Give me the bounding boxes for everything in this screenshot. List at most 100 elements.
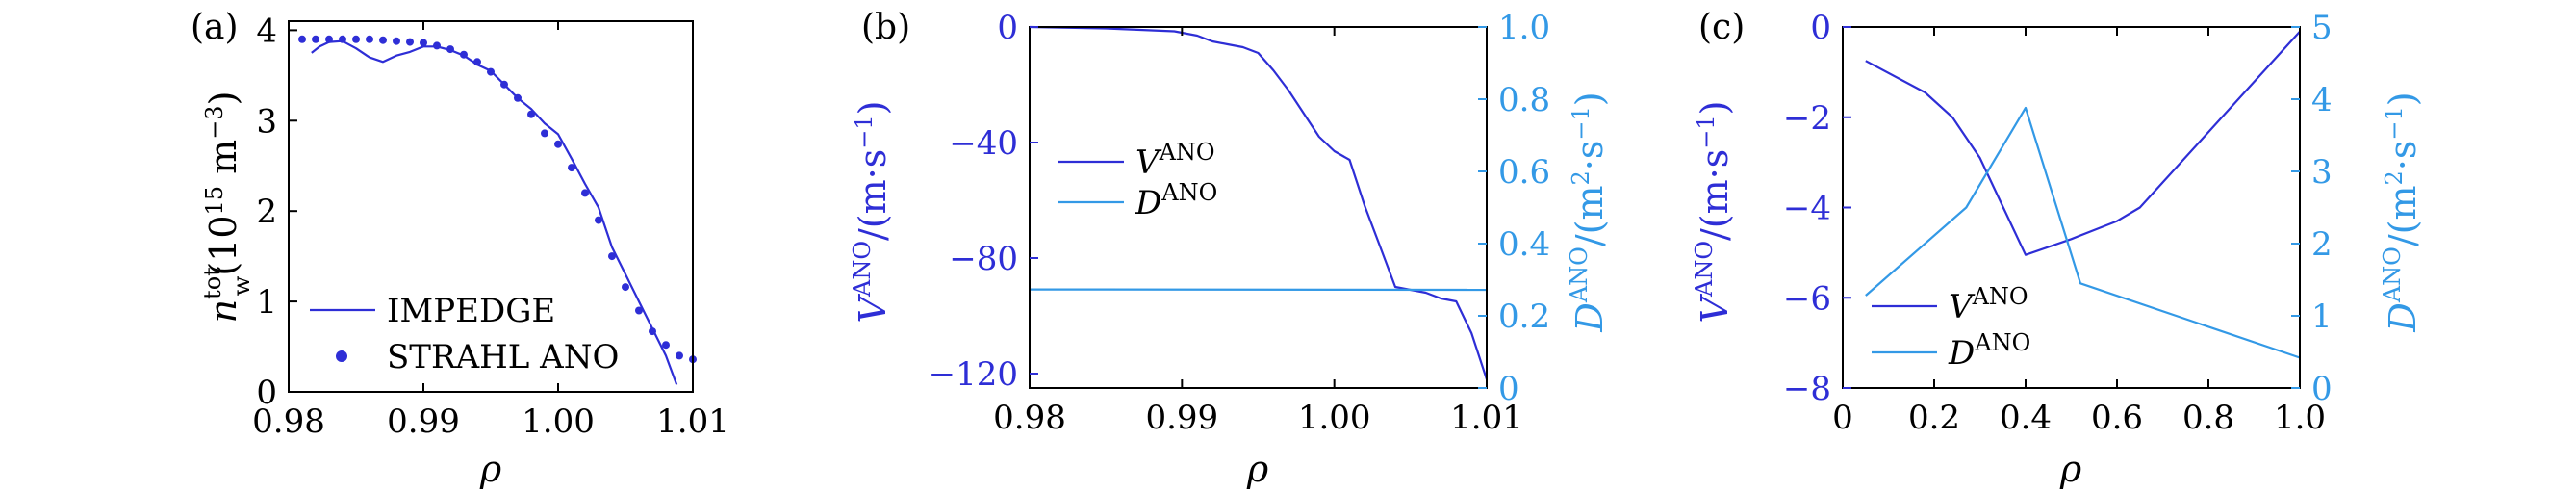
- panel-c-right-y-tick-label: 2: [2311, 225, 2333, 264]
- panel-c-left-y-tick-label: −4: [1783, 190, 1831, 228]
- panel-a-x-tick-label: 0.98: [252, 402, 325, 441]
- panel-a-strahl-point: [473, 58, 481, 66]
- panel-a-strahl-point: [595, 216, 602, 224]
- panel-b-left-y-label-main: V: [852, 293, 894, 323]
- panel-b-right-y-tick-label: 1.0: [1498, 9, 1550, 47]
- panel-a-x-tick-label: 1.01: [656, 402, 729, 441]
- panel-c-x-tick-label: 0: [1832, 399, 1853, 437]
- panel-b-right-y-tick-label: 0: [1498, 370, 1519, 408]
- panel-a-y-label: ntotw(1015 m−3): [199, 91, 255, 324]
- panel-a-strahl-point: [433, 41, 441, 50]
- panel-b-legend-d-main: D: [1135, 184, 1161, 222]
- panel-a-strahl-point: [487, 67, 495, 76]
- panel-c-right-y-tick-label: 1: [2311, 298, 2333, 336]
- panel-c-right-y-tick-label: 3: [2311, 153, 2333, 192]
- panel-a-strahl-point: [379, 36, 387, 44]
- panel-a-strahl-point: [339, 35, 346, 43]
- panel-a-y-label-unit: (10: [202, 215, 244, 275]
- panel-a-y-label-main: n: [202, 299, 244, 323]
- panel-a-y-label-close: ): [202, 91, 244, 106]
- panel-b-left-y-ticks: 0 −40 −80 −120: [929, 9, 1038, 394]
- panel-c-right-y-label-close: ): [2382, 91, 2424, 106]
- panel-a-impedge-line: [311, 39, 678, 385]
- panel-a-strahl-point: [406, 38, 414, 46]
- panel-b-left-y-label-unit: /(m·s: [852, 149, 894, 241]
- panel-c-plot-area: [1865, 30, 2301, 359]
- panel-a-legend: IMPEDGE STRAHL ANO: [310, 292, 619, 376]
- panel-c-x-tick-label: 0.8: [2182, 399, 2234, 437]
- panel-c-x-tick-label: 0.2: [1908, 399, 1960, 437]
- panel-b-right-y-label-unit-mid-sup: −1: [1568, 106, 1594, 140]
- panel-a-strahl-point: [352, 35, 360, 43]
- panel-a-y-label-sup: tot: [199, 267, 226, 299]
- panel-c-left-y-label-main: V: [1694, 293, 1736, 323]
- panel-b-right-y-label-unit: /(m: [1569, 185, 1611, 246]
- panel-b-frame: [1029, 26, 1488, 389]
- panel-b-plot-area: [1029, 25, 1489, 380]
- panel-a-y-ticks: 0 1 2 3 4: [256, 12, 297, 412]
- panel-c-x-ticks: 0 0.2 0.4 0.6 0.8 1.0: [1832, 27, 2326, 437]
- panel-a-strahl-point: [420, 39, 427, 47]
- panel-a-strahl-point: [393, 37, 400, 45]
- panel-b-right-y-label-main: D: [1569, 302, 1611, 332]
- panel-c-left-y-tick-label: −6: [1783, 279, 1831, 318]
- panel-b-x-tick-label: 0.98: [993, 399, 1066, 437]
- panel-b-v-line: [1029, 25, 1489, 380]
- panel-b-x-label: ρ: [1246, 448, 1269, 490]
- panel-c-left-y-ticks: 0 −2 −4 −6 −8: [1783, 9, 1851, 408]
- panel-a-y-label-unit-end: m: [202, 140, 244, 186]
- panel-a-y-tick-label: 2: [256, 193, 277, 231]
- panel-a-x-tick-label: 0.99: [387, 402, 460, 441]
- panel-b-right-y-label-sup: ANO: [1566, 246, 1593, 303]
- panel-b-x-tick-label: 0.99: [1145, 399, 1218, 437]
- panel-c-right-y-label: DANO/(m2·s−1): [2379, 91, 2424, 332]
- panel-c-x-tick-label: 0.6: [2091, 399, 2143, 437]
- panel-b-left-y-tick-label: −120: [929, 355, 1018, 394]
- panel-a-y-label-sub: w: [228, 275, 255, 296]
- panel-b-right-y-label: DANO/(m2·s−1): [1566, 91, 1611, 332]
- panel-c-left-y-label-close: ): [1694, 101, 1736, 116]
- panel-a-y-tick-label: 0: [256, 374, 277, 412]
- panel-b-left-y-label-sup: ANO: [849, 241, 876, 298]
- panel-a-legend-strahl-swatch: [336, 350, 347, 362]
- panel-a-x-ticks: 0.98 0.99 1.00 1.01: [252, 21, 729, 441]
- panel-a-plot-area: [298, 35, 697, 385]
- panel-c-left-y-label: VANO/(m·s−1): [1691, 101, 1736, 324]
- panel-c-right-y-label-main: D: [2382, 302, 2424, 332]
- panel-b-right-y-label-close: ): [1569, 91, 1611, 106]
- panel-b-x-ticks: 0.98 0.99 1.00 1.01: [993, 27, 1523, 437]
- panel-a-strahl-point: [514, 93, 522, 102]
- panel-a-strahl-point: [649, 327, 656, 336]
- panel-c-right-y-ticks: 0 1 2 3 4 5: [2291, 9, 2333, 408]
- panel-a: (a) 0.98 0.99 1.00 1.01 0 1 2 3 4 ρ ntotw(1015 …: [191, 8, 729, 490]
- panel-c-left-y-tick-label: −8: [1783, 370, 1831, 408]
- panel-a-strahl-point: [460, 50, 468, 59]
- panel-c-right-y-label-unit-mid-sup: −1: [2381, 106, 2408, 140]
- panel-a-strahl-point: [541, 129, 548, 138]
- panel-c-x-tick-label: 0.4: [2000, 399, 2052, 437]
- panel-a-strahl-point: [298, 35, 306, 43]
- panel-c-x-label: ρ: [2059, 448, 2082, 490]
- panel-a-y-tick-label: 3: [256, 102, 277, 141]
- panel-b-left-y-tick-label: −40: [949, 124, 1018, 163]
- panel-a-strahl-point: [608, 252, 616, 261]
- panel-a-strahl-point: [446, 45, 454, 54]
- panel-a-strahl-point: [312, 35, 319, 43]
- panel-c-right-y-label-unit-sup: 2: [2381, 170, 2408, 185]
- panel-b-right-y-tick-label: 0.6: [1498, 153, 1550, 192]
- panel-c-right-y-label-unit-mid: ·s: [2382, 141, 2424, 171]
- panel-c-legend-v-main: V: [1949, 288, 1976, 326]
- panel-a-y-tick-label: 1: [256, 283, 277, 322]
- panel-a-strahl-point: [581, 189, 589, 197]
- panel-a-legend-impedge-label: IMPEDGE: [387, 292, 555, 330]
- panel-a-y-label-unit-end-sup: −3: [201, 105, 228, 139]
- panel-a-legend-strahl-label: STRAHL ANO: [387, 338, 619, 376]
- panel-c-right-y-tick-label: 5: [2311, 9, 2333, 47]
- panel-c-left-y-tick-label: 0: [1810, 9, 1831, 47]
- panel-c-d-line: [1865, 106, 2301, 359]
- panel-a-frame: [288, 20, 694, 393]
- panel-b-left-y-label: VANO/(m·s−1): [849, 101, 894, 324]
- panel-b-label: (b): [861, 8, 910, 47]
- panel-c-legend: VANO DANO: [1872, 283, 2030, 373]
